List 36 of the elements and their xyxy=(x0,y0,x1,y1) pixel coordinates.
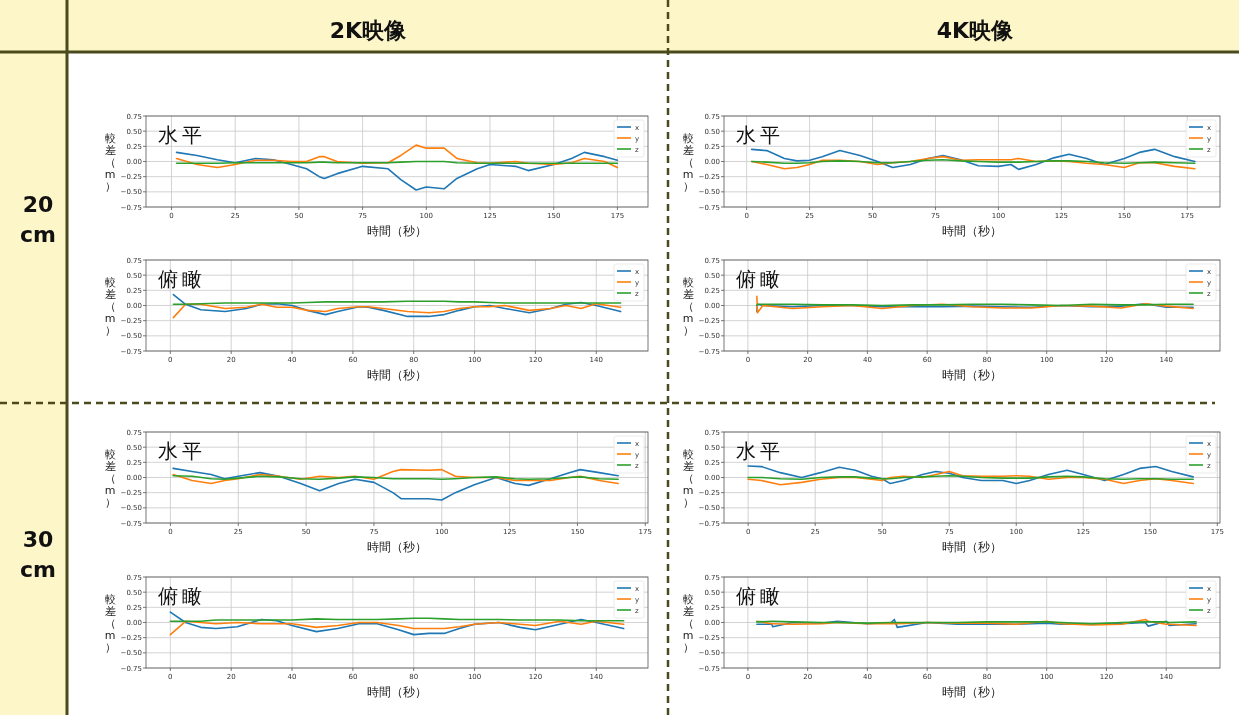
chart-title: 俯瞰 xyxy=(158,267,206,291)
chart-title: 水平 xyxy=(736,123,784,147)
text: 20 cm xyxy=(20,192,56,247)
y-axis-title: 較差（m） xyxy=(104,275,116,337)
x-axis-title: 時間（秒） xyxy=(367,224,427,238)
line-series xyxy=(172,293,622,318)
line-series xyxy=(175,144,619,169)
x-axis-title: 時間（秒） xyxy=(942,540,1002,554)
x-axis-title: 時間（秒） xyxy=(367,540,427,554)
x-axis-title: 時間（秒） xyxy=(942,368,1002,382)
y-axis-title: 較差（m） xyxy=(682,447,694,509)
chart-title: 水平 xyxy=(736,439,784,463)
line-series xyxy=(169,611,625,636)
y-axis-title: 較差（m） xyxy=(104,447,116,509)
line-series xyxy=(169,620,625,636)
x-axis-title: 時間（秒） xyxy=(942,224,1002,238)
y-axis-title: 較差（m） xyxy=(682,592,694,654)
chart-title: 俯瞰 xyxy=(736,267,784,291)
chart-title: 俯瞰 xyxy=(736,584,784,608)
y-axis-title: 較差（m） xyxy=(682,131,694,193)
chart-title: 俯瞰 xyxy=(158,584,206,608)
text: 4K映像 xyxy=(936,18,1015,43)
x-axis-title: 時間（秒） xyxy=(942,685,1002,699)
chart-title: 水平 xyxy=(158,123,206,147)
x-axis-title: 時間（秒） xyxy=(367,685,427,699)
line-series xyxy=(175,151,619,191)
y-axis-title: 較差（m） xyxy=(104,592,116,654)
text: 30 cm xyxy=(20,527,56,582)
line-series xyxy=(172,302,622,319)
line-series xyxy=(747,465,1194,485)
text: 2K映像 xyxy=(329,18,408,43)
y-axis-title: 較差（m） xyxy=(104,131,116,193)
chart-title: 水平 xyxy=(158,439,206,463)
x-axis-title: 時間（秒） xyxy=(367,368,427,382)
line-series xyxy=(750,148,1196,171)
y-axis-title: 較差（m） xyxy=(682,275,694,337)
